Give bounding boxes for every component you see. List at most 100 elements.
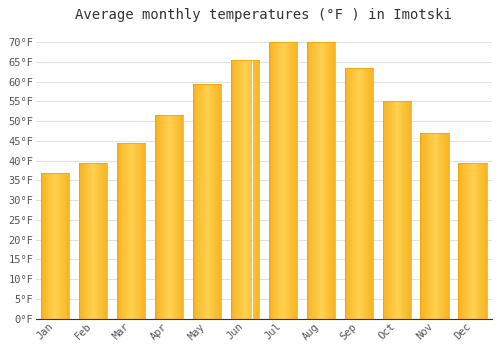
Bar	[436, 133, 438, 318]
Bar	[178, 115, 180, 318]
Bar	[278, 42, 279, 319]
Bar	[140, 143, 141, 318]
Bar	[198, 84, 200, 318]
Bar	[196, 84, 198, 318]
Bar	[440, 133, 442, 318]
Bar	[68, 173, 70, 318]
Bar	[308, 42, 310, 319]
Bar	[279, 42, 280, 319]
Bar	[256, 60, 257, 318]
Bar	[404, 102, 406, 318]
Bar	[135, 143, 136, 318]
Bar	[296, 42, 297, 319]
Bar	[174, 115, 176, 318]
Bar	[166, 115, 167, 318]
Bar	[319, 42, 320, 319]
Bar	[194, 84, 196, 318]
Bar	[50, 173, 51, 318]
Bar	[371, 68, 372, 318]
Bar	[472, 163, 474, 318]
Bar	[306, 42, 308, 319]
Bar	[160, 115, 162, 318]
Bar	[97, 163, 98, 318]
Bar	[62, 173, 64, 318]
Bar	[370, 68, 371, 318]
Bar	[400, 102, 402, 318]
Bar	[132, 143, 133, 318]
Bar	[470, 163, 471, 318]
Bar	[254, 60, 256, 318]
Bar	[46, 173, 48, 318]
Bar	[283, 42, 284, 319]
Bar	[394, 102, 395, 318]
Bar	[358, 68, 359, 318]
Bar	[354, 68, 355, 318]
Bar	[422, 133, 424, 318]
Bar	[124, 143, 126, 318]
Bar	[203, 84, 204, 318]
Bar	[288, 42, 290, 319]
Bar	[292, 42, 294, 319]
Bar	[120, 143, 122, 318]
Bar	[410, 102, 411, 318]
Bar	[351, 68, 352, 318]
Bar	[407, 102, 408, 318]
Bar	[158, 115, 160, 318]
Bar	[320, 42, 321, 319]
Bar	[382, 102, 384, 318]
Bar	[284, 42, 285, 319]
Bar	[192, 84, 194, 318]
Bar	[397, 102, 398, 318]
Bar	[239, 60, 240, 318]
Bar	[481, 163, 482, 318]
Bar	[368, 68, 369, 318]
Bar	[352, 68, 353, 318]
Bar	[318, 42, 319, 319]
Bar	[465, 163, 466, 318]
Bar	[130, 143, 131, 318]
Bar	[344, 68, 346, 318]
Bar	[164, 115, 165, 318]
Bar	[162, 115, 164, 318]
Bar	[60, 173, 61, 318]
Bar	[463, 163, 464, 318]
Bar	[486, 163, 487, 318]
Bar	[314, 42, 315, 319]
Bar	[427, 133, 428, 318]
Bar	[258, 60, 259, 318]
Bar	[54, 173, 55, 318]
Bar	[431, 133, 432, 318]
Bar	[388, 102, 389, 318]
Bar	[202, 84, 203, 318]
Bar	[334, 42, 335, 319]
Bar	[218, 84, 220, 318]
Bar	[355, 68, 356, 318]
Bar	[209, 84, 210, 318]
Bar	[99, 163, 100, 318]
Bar	[170, 115, 171, 318]
Bar	[122, 143, 124, 318]
Bar	[330, 42, 332, 319]
Bar	[348, 68, 350, 318]
Bar	[285, 42, 286, 319]
Bar	[204, 84, 205, 318]
Bar	[92, 163, 93, 318]
Bar	[326, 42, 328, 319]
Bar	[243, 60, 244, 318]
Bar	[448, 133, 449, 318]
Bar	[360, 68, 362, 318]
Bar	[444, 133, 445, 318]
Bar	[430, 133, 431, 318]
Bar	[128, 143, 129, 318]
Bar	[91, 163, 92, 318]
Bar	[242, 60, 243, 318]
Bar	[462, 163, 463, 318]
Bar	[82, 163, 84, 318]
Bar	[321, 42, 322, 319]
Bar	[79, 163, 80, 318]
Bar	[220, 84, 221, 318]
Bar	[95, 163, 96, 318]
Bar	[353, 68, 354, 318]
Bar	[176, 115, 178, 318]
Bar	[270, 42, 272, 319]
